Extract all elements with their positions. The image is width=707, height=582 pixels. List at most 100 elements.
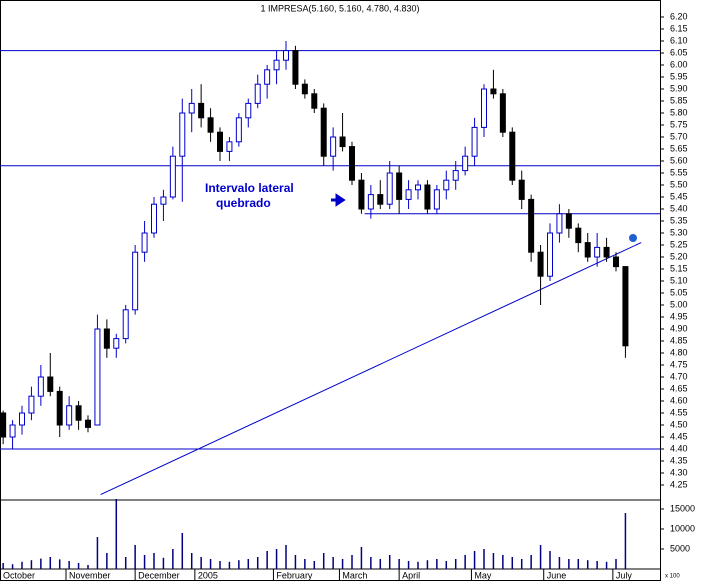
trend-line [100,242,642,496]
candle-body [518,179,525,200]
candle-body [217,131,223,152]
y-tick-label: 4.45 [670,431,688,441]
candle-body [537,251,544,277]
candle-body [471,126,478,157]
candle-body [509,131,516,181]
y-tick-label: 4.55 [670,407,688,417]
candle-body [528,198,535,253]
arrow [331,193,346,207]
candle-body [160,196,167,205]
candle-body [264,69,271,85]
candle-body [9,424,16,438]
plot-frame [0,0,661,581]
candle-body [151,203,157,234]
y-tick-label: 5.05 [670,287,688,297]
candle-body [226,141,233,152]
candle-body [113,338,120,349]
volume-tick-label: 10000 [670,523,695,533]
candle-body [179,112,186,157]
y-tick-label: 4.80 [670,347,688,357]
y-tick-label: 4.95 [670,311,688,321]
candle-body [207,117,214,133]
candle-body [603,246,610,258]
y-tick-label: 5.50 [670,179,688,189]
y-tick-label: 6.15 [670,23,688,33]
candle-body [169,155,176,198]
x-tick-label: November [69,570,111,580]
candle-body [103,328,110,349]
candle-body [622,266,629,347]
y-tick-label: 4.30 [670,467,688,477]
annotation: quebrado [216,196,271,210]
y-tick-label: 5.45 [670,191,688,201]
x-tick-label: June [547,570,567,580]
y-tick-label: 5.85 [670,95,688,105]
candle-body [349,146,355,181]
volume-tick-label: 5000 [670,543,690,553]
y-tick-label: 5.95 [670,71,688,81]
candle-body [301,83,308,95]
candle-body [28,395,35,414]
candle-body [452,170,459,181]
chart-title: 1 IMPRESA(5.160, 5.160, 4.780, 4.830) [260,3,419,13]
y-tick-label: 4.65 [670,383,688,393]
candle-body [283,50,289,61]
candle-body [443,179,450,191]
y-tick-label: 6.00 [670,59,688,69]
y-tick-label: 5.35 [670,215,688,225]
y-tick-label: 5.70 [670,131,688,141]
candle-body [254,83,261,104]
candle-body [594,246,601,258]
y-tick-label: 4.60 [670,395,688,405]
candle-body [330,136,337,157]
candle-body [320,107,327,157]
candle-body [37,376,44,397]
candle-body [66,405,73,426]
y-tick-label: 4.25 [670,479,688,489]
x-tick-label: 2005 [198,570,218,580]
candle-body [584,242,591,258]
candle-body [141,232,148,253]
y-tick-label: 5.25 [670,239,688,249]
y-tick-label: 6.20 [670,11,688,21]
x-tick-label: October [3,570,35,580]
candle-body [575,227,582,244]
candle-body [47,376,54,392]
x-tick-label: February [276,570,313,580]
y-tick-label: 4.50 [670,419,688,429]
candle-body [339,136,346,148]
y-tick-label: 4.40 [670,443,688,453]
candle-body [311,93,318,109]
y-tick-label: 5.55 [670,167,688,177]
candle-body [462,155,469,172]
candle-body [386,172,393,205]
y-tick-label: 4.75 [670,359,688,369]
candle-body [188,102,195,114]
x-tick-label: May [474,570,492,580]
y-tick-label: 5.10 [670,275,688,285]
y-tick-label: 5.90 [670,83,688,93]
volume-unit: x 100 [665,574,680,580]
y-tick-label: 5.60 [670,155,688,165]
y-tick-label: 5.75 [670,119,688,129]
volume-tick-label: 15000 [670,503,695,513]
x-tick-label: July [616,570,633,580]
y-tick-label: 4.35 [670,455,688,465]
y-tick-label: 5.80 [670,107,688,117]
candle-body [415,184,421,191]
candle-body [377,194,384,205]
candle-body [424,184,431,210]
candle-body [433,189,440,210]
y-tick-label: 5.00 [670,299,688,309]
candle-body [405,189,412,200]
y-tick-label: 5.20 [670,251,688,261]
annotation: Intervalo lateral [205,181,294,195]
y-tick-label: 5.30 [670,227,688,237]
candle-body [0,412,7,438]
candle-body [358,179,365,210]
candle-body [613,256,619,268]
x-tick-label: April [402,570,420,580]
candle-body [122,309,129,340]
candle-body [367,194,374,210]
